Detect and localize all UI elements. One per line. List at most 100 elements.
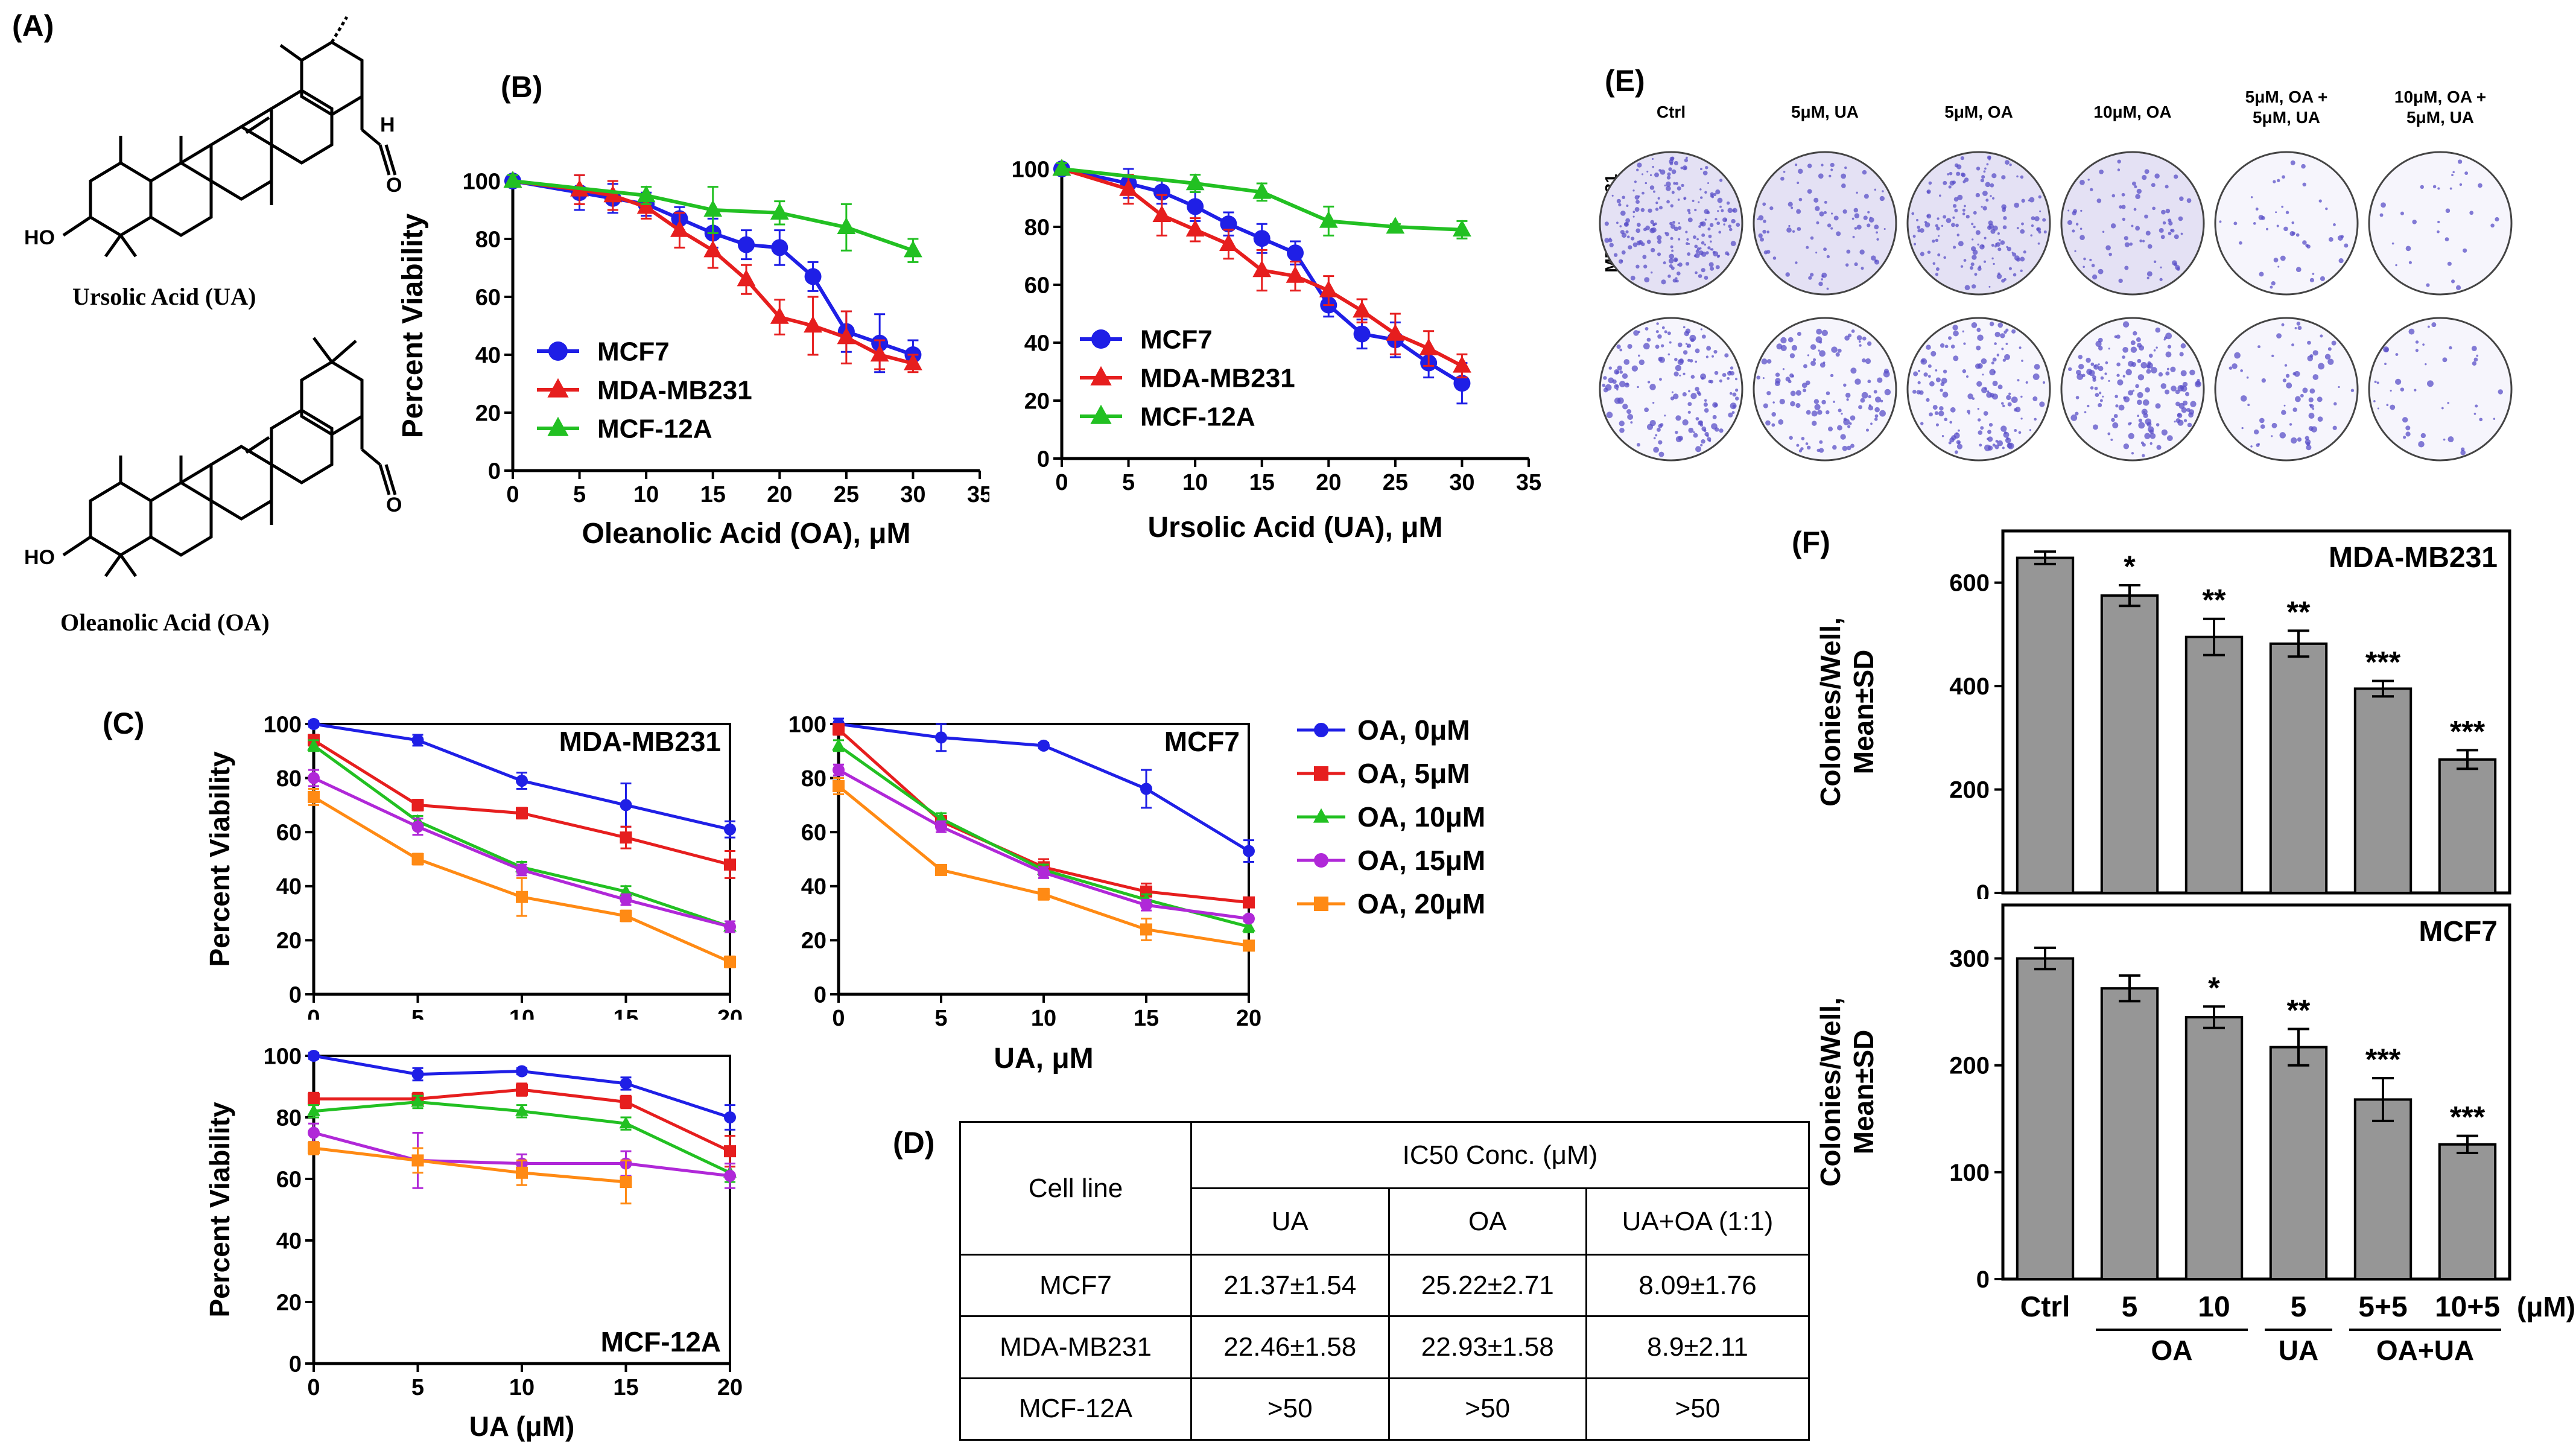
colony [1672,278,1677,283]
colony [2078,364,2084,370]
legend-marker [547,378,569,398]
colony [2271,422,2277,428]
colony [1636,168,1639,171]
plot-frame [2001,903,2511,1281]
colony [2270,285,2273,289]
colony [2143,413,2148,418]
colony [2136,188,2142,194]
chart-f-mdamb231: 0 200 400 600 Colonies/Well, Mean±SD MDA-MB231… [1815,529,2511,899]
data-point [837,217,856,234]
colony [2020,175,2024,179]
colony [1605,384,1612,391]
colony [2111,418,2115,422]
colony [1876,231,1878,234]
data-point [1038,866,1050,879]
colony [2089,370,2095,376]
series-mcf-12a [503,171,922,263]
colony [1826,287,1829,290]
colony [1661,344,1664,348]
colony [1619,370,1623,374]
plate-column-label: 5μM, UA [1791,103,1859,121]
colony [2318,363,2325,370]
colony [1655,201,1658,205]
colony [2087,404,2090,408]
colony [2159,278,2163,281]
colony [2286,382,2292,389]
colony [1616,198,1621,203]
colony [2119,205,2122,209]
colony [1864,194,1869,199]
colony [1655,434,1658,437]
colony [1821,164,1824,167]
colony [2479,418,2483,422]
colony [2250,445,2253,448]
colony [1988,422,1993,427]
y-axis-label: Percent Viability [204,1102,235,1318]
inset-title: MCF7 [1164,726,1240,757]
colony [1632,211,1635,214]
colony [1645,182,1648,185]
colony [1666,200,1670,204]
colony [1982,373,1984,376]
colony [1847,445,1851,451]
colony [1651,227,1657,233]
data-point [1386,323,1405,341]
colony [2240,395,2247,402]
colony [2140,441,2144,445]
colony [1843,383,1847,387]
colony [1797,182,1800,185]
legend-label: OA, 10μM [1357,801,1485,833]
colony [1803,389,1807,393]
colony [1677,359,1684,366]
data-point [870,345,889,362]
colony [2328,237,2333,242]
colony [1674,358,1678,361]
colony [1992,381,1998,387]
colony [1992,357,1997,362]
y-tick-label: 0 [1976,1266,1990,1293]
colony [1685,328,1691,334]
y-tick-label: 100 [463,169,501,194]
colony [1835,352,1840,357]
colony [2002,208,2006,212]
colony [2297,437,2302,442]
colony [2038,230,2041,234]
colony [1967,410,1971,414]
colony [1658,206,1663,210]
colony [1670,396,1675,401]
colony [1975,363,1981,369]
colony [2309,404,2314,408]
colony [2493,418,2496,420]
colony [1663,261,1666,265]
colony [1718,230,1722,234]
colony [1640,242,1645,247]
colony [2099,170,2104,174]
colony [2013,273,2017,277]
colony [2121,205,2126,209]
colony [1942,392,1949,398]
colony [1636,443,1640,447]
colony [2021,360,2023,362]
colony [1845,263,1849,267]
colony [1780,176,1784,181]
x-tick-label: 35 [1516,470,1541,495]
colony [1708,234,1712,238]
colony [1815,252,1818,254]
colony [1972,255,1977,260]
colony [1988,156,1991,159]
colony [2124,236,2128,241]
category-label: Ctrl [2020,1291,2070,1323]
colony [1923,372,1928,377]
colony [2007,442,2013,449]
colony [1989,322,1994,326]
colony [2197,378,2200,383]
colony [1779,398,1785,405]
colony [1810,236,1814,240]
colony [1914,243,1917,246]
colony [2460,449,2466,456]
legend-marker [1314,723,1328,737]
series-mcf7 [1053,160,1471,405]
colony [1810,273,1814,277]
colony [1702,170,1708,176]
colony [1995,439,1999,443]
